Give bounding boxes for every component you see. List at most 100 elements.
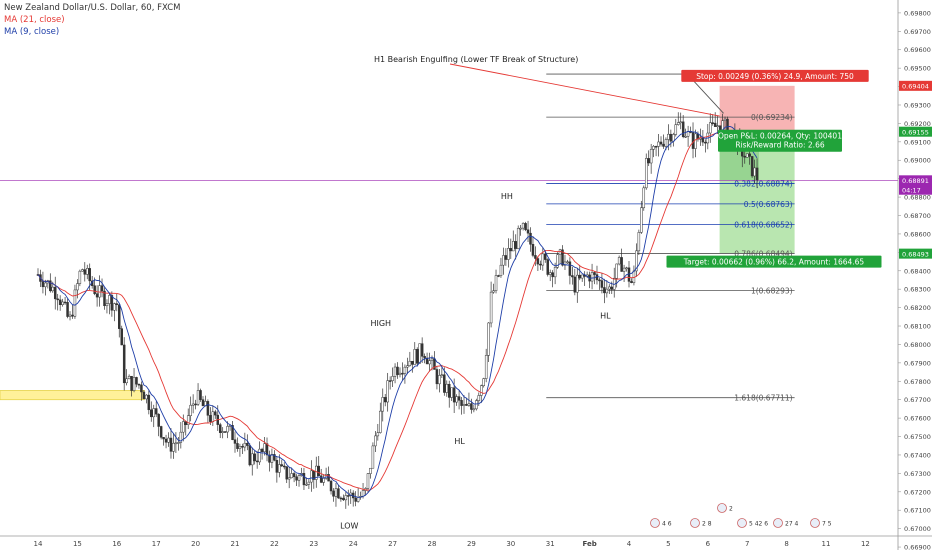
candle-body xyxy=(315,465,318,480)
candle-body xyxy=(642,187,646,209)
candle-body xyxy=(635,250,638,272)
candle-body xyxy=(713,122,717,127)
candle-body xyxy=(447,383,451,398)
candle-body xyxy=(125,378,128,384)
candle-body xyxy=(120,328,123,346)
candle-body xyxy=(443,374,446,393)
candles xyxy=(36,112,759,509)
candle-body xyxy=(280,464,284,467)
candle-body xyxy=(699,138,702,140)
candle-body xyxy=(526,229,530,234)
candle-body xyxy=(366,473,370,489)
rr-label-text: Risk/Reward Ratio: 2.66 xyxy=(735,141,824,150)
candle-body xyxy=(137,383,141,386)
candle-body xyxy=(241,446,244,448)
candle-body xyxy=(327,474,330,482)
price-tick-label: 0.67800 xyxy=(904,378,931,386)
pnl-label-text: Open P&L: 0.00264, Qty: 100401 xyxy=(718,132,842,141)
candle-body xyxy=(711,122,714,124)
candle-body xyxy=(81,269,84,272)
candle-body xyxy=(677,122,680,125)
fib-level-label: 0.618(0.68652) xyxy=(734,220,792,229)
candle-body xyxy=(329,480,333,492)
candle-body xyxy=(423,356,426,359)
candle-body xyxy=(704,141,707,144)
candle-body xyxy=(657,141,660,147)
target-label-bg xyxy=(666,255,882,268)
time-tick-label: 20 xyxy=(191,540,200,548)
candle-body xyxy=(415,349,419,364)
candle-body xyxy=(347,495,350,497)
candle-body xyxy=(332,490,335,497)
candle-body xyxy=(177,442,180,444)
candle-body xyxy=(647,158,650,164)
candle-body xyxy=(214,411,217,416)
candle-body xyxy=(278,464,281,473)
candle-body xyxy=(189,404,192,416)
candle-body xyxy=(566,261,569,264)
stop-zone xyxy=(719,85,795,132)
event-flag-icon xyxy=(717,503,727,513)
price-tick-label: 0.68600 xyxy=(904,230,931,238)
candle-body xyxy=(295,476,298,481)
swing-annotation: HL xyxy=(600,312,611,321)
price-tick-label: 0.68100 xyxy=(904,323,931,331)
candle-body xyxy=(640,207,643,233)
candle-body xyxy=(467,403,471,406)
candle-body xyxy=(644,158,648,189)
candle-body xyxy=(152,408,155,418)
candle-body xyxy=(482,378,485,387)
candle-body xyxy=(361,490,365,497)
candle-body xyxy=(381,397,384,412)
candle-body xyxy=(226,426,229,433)
candle-body xyxy=(709,122,712,134)
candle-body xyxy=(465,404,468,406)
candle-body xyxy=(211,411,215,422)
candle-body xyxy=(273,454,276,461)
candle-body xyxy=(339,497,343,500)
candle-body xyxy=(502,255,505,266)
time-tick-label: 5 xyxy=(666,540,670,548)
candle-body xyxy=(445,383,449,393)
candle-body xyxy=(78,270,82,284)
candle-body xyxy=(302,473,306,486)
candle-body xyxy=(51,286,55,292)
fib-level-label: 0.5(0.68763) xyxy=(744,200,793,209)
candle-body xyxy=(307,481,311,485)
candle-body xyxy=(290,473,293,479)
candle-body xyxy=(605,288,609,294)
candle-body xyxy=(58,299,62,305)
candle-body xyxy=(652,146,655,150)
candle-body xyxy=(615,263,618,279)
time-tick-label: 7 xyxy=(745,540,749,548)
candle-body xyxy=(233,439,237,444)
support-zone xyxy=(0,390,145,401)
candle-body xyxy=(571,275,574,278)
candle-body xyxy=(108,295,111,304)
candle-body xyxy=(388,380,392,382)
candle-body xyxy=(140,384,143,393)
candle-body xyxy=(322,478,325,483)
candle-body xyxy=(529,232,532,245)
candle-body xyxy=(98,285,101,298)
price-tick-label: 0.67400 xyxy=(904,451,931,459)
swing-annotation: HIGH xyxy=(370,319,391,328)
candle-body xyxy=(122,344,126,384)
time-tick-label: 8 xyxy=(784,540,788,548)
candle-body xyxy=(182,421,185,433)
price-tick-label: 0.69200 xyxy=(904,120,931,128)
time-axis: 14 15 16 17 20 21 22 23 24 27 28 29 30 31 Feb 4 5 6 7 8 11 12 xyxy=(0,535,932,548)
candle-body xyxy=(258,448,261,463)
candle-body xyxy=(418,343,421,364)
time-tick-label: Feb xyxy=(582,540,596,548)
candle-body xyxy=(63,301,67,304)
candle-body xyxy=(53,286,57,300)
swing-annotation: HL xyxy=(454,437,465,446)
candle-body xyxy=(487,322,490,356)
candle-body xyxy=(701,138,705,143)
candle-body xyxy=(191,403,195,406)
candle-body xyxy=(590,272,594,282)
candle-body xyxy=(218,424,222,433)
